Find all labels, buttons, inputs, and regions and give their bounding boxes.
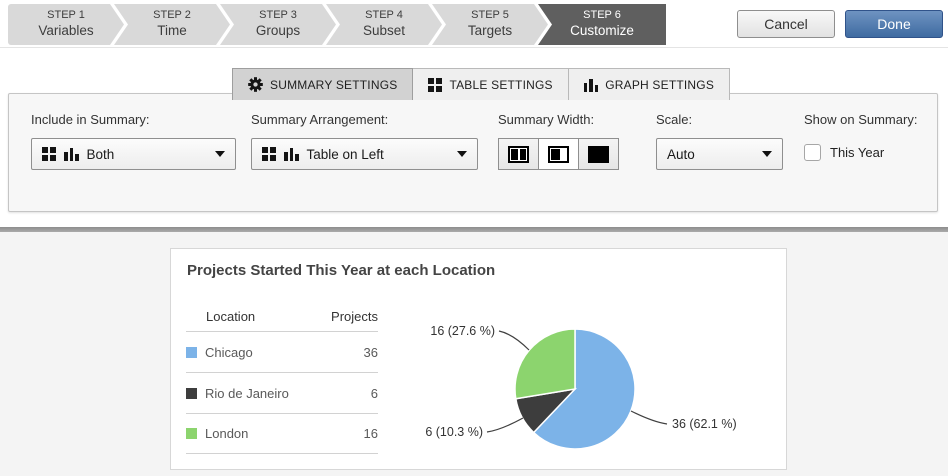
projects-column-header: Projects <box>331 308 378 324</box>
table-row: Rio de Janeiro 6 <box>186 372 378 413</box>
width-half-icon <box>508 145 529 163</box>
step-2-time[interactable]: STEP 2 Time <box>114 4 230 45</box>
callout-line-rio <box>486 417 524 433</box>
table-row: Chicago 36 <box>186 331 378 372</box>
callout-line-chicago <box>630 410 668 425</box>
step-5-targets[interactable]: STEP 5 Targets <box>432 4 548 45</box>
step-label: Variables <box>38 22 94 38</box>
projects-cell: 16 <box>363 426 378 441</box>
section-divider <box>0 227 948 232</box>
step-label: Customize <box>570 22 634 38</box>
step-number: STEP 3 <box>259 9 297 22</box>
tab-label: TABLE SETTINGS <box>449 77 553 92</box>
summary-settings-panel: Include in Summary: Summary Arrangement:… <box>8 93 938 212</box>
pie-slice-chicago <box>532 328 636 450</box>
callout-rio: 6 (10.3 %) <box>425 425 483 439</box>
summary-width-group <box>498 138 619 170</box>
callout-chicago: 36 (62.1 %) <box>672 417 737 431</box>
projects-cell: 36 <box>363 344 378 360</box>
scale-label: Scale: <box>656 112 693 127</box>
step-label: Subset <box>362 22 406 38</box>
step-number: STEP 1 <box>47 9 85 22</box>
table-icon <box>42 147 56 161</box>
dropdown-value: Auto <box>667 146 695 162</box>
wizard-step-bar: STEP 1 Variables STEP 2 Time STEP 3 Grou… <box>8 4 666 45</box>
done-button[interactable]: Done <box>845 10 943 38</box>
tab-label: SUMMARY SETTINGS <box>270 77 398 92</box>
table-icon <box>428 77 443 92</box>
step-label: Time <box>157 22 187 38</box>
bar-chart-icon <box>284 147 299 161</box>
dropdown-value: Table on Left <box>306 146 384 162</box>
step-1-variables[interactable]: STEP 1 Variables <box>8 4 124 45</box>
step-label: Targets <box>467 22 513 38</box>
tab-label: GRAPH SETTINGS <box>605 77 715 92</box>
london-swatch <box>186 428 197 439</box>
location-column-header: Location <box>206 308 256 324</box>
this-year-checkbox-row[interactable]: This Year <box>804 144 884 161</box>
bar-chart-icon <box>64 147 79 161</box>
summary-width-full-button[interactable] <box>578 138 619 170</box>
include-in-summary-dropdown[interactable]: Both <box>31 138 236 170</box>
step-label: Groups <box>255 22 301 38</box>
step-number: STEP 6 <box>583 9 621 22</box>
settings-tab-bar: SUMMARY SETTINGS TABLE SETTINGS GRAPH SE… <box>232 68 731 100</box>
summary-arrangement-dropdown[interactable]: Table on Left <box>251 138 478 170</box>
summary-width-two-thirds-button[interactable] <box>538 138 579 170</box>
header-divider <box>0 47 948 48</box>
callout-line-london <box>498 330 530 351</box>
pie-slice-london <box>514 328 576 400</box>
step-number: STEP 5 <box>471 9 509 22</box>
include-in-summary-label: Include in Summary: <box>31 112 150 127</box>
location-table: Location Projects Chicago 36 Rio de Jane… <box>186 301 378 454</box>
chevron-down-icon <box>215 151 225 157</box>
table-row: London 16 <box>186 413 378 454</box>
tab-graph-settings[interactable]: GRAPH SETTINGS <box>568 68 731 100</box>
location-cell: Chicago <box>205 344 253 360</box>
chevron-down-icon <box>762 151 772 157</box>
scale-dropdown[interactable]: Auto <box>656 138 783 170</box>
projects-cell: 6 <box>370 385 378 401</box>
summary-arrangement-label: Summary Arrangement: <box>251 112 389 127</box>
table-icon <box>262 147 276 161</box>
chevron-down-icon <box>457 151 467 157</box>
chicago-swatch <box>186 346 197 358</box>
this-year-checkbox[interactable] <box>804 144 821 161</box>
tab-summary-settings[interactable]: SUMMARY SETTINGS <box>232 68 414 100</box>
summary-preview-panel: Projects Started This Year at each Locat… <box>170 248 787 470</box>
summary-width-half-button[interactable] <box>498 138 539 170</box>
dropdown-value: Both <box>86 146 115 162</box>
table-header-row: Location Projects <box>186 301 378 331</box>
cancel-button[interactable]: Cancel <box>737 10 835 38</box>
callout-london: 16 (27.6 %) <box>430 324 495 338</box>
width-two-thirds-icon <box>548 145 569 163</box>
this-year-checkbox-label: This Year <box>830 145 885 160</box>
step-4-subset[interactable]: STEP 4 Subset <box>326 4 442 45</box>
summary-width-label: Summary Width: <box>498 112 595 127</box>
step-number: STEP 4 <box>365 9 403 22</box>
gear-icon <box>248 77 263 92</box>
location-cell: London <box>205 426 249 441</box>
bar-chart-icon <box>583 78 599 92</box>
rio-swatch <box>186 387 197 399</box>
chart-title: Projects Started This Year at each Locat… <box>187 262 496 279</box>
tab-table-settings[interactable]: TABLE SETTINGS <box>413 68 569 100</box>
step-number: STEP 2 <box>153 9 191 22</box>
step-6-customize[interactable]: STEP 6 Customize <box>538 4 666 45</box>
show-on-summary-label: Show on Summary: <box>804 112 918 127</box>
width-full-icon <box>588 145 609 163</box>
pie-chart: 16 (27.6 %) 6 (10.3 %) 36 (62.1 %) <box>425 324 737 450</box>
location-cell: Rio de Janeiro <box>205 385 289 401</box>
step-3-groups[interactable]: STEP 3 Groups <box>220 4 336 45</box>
